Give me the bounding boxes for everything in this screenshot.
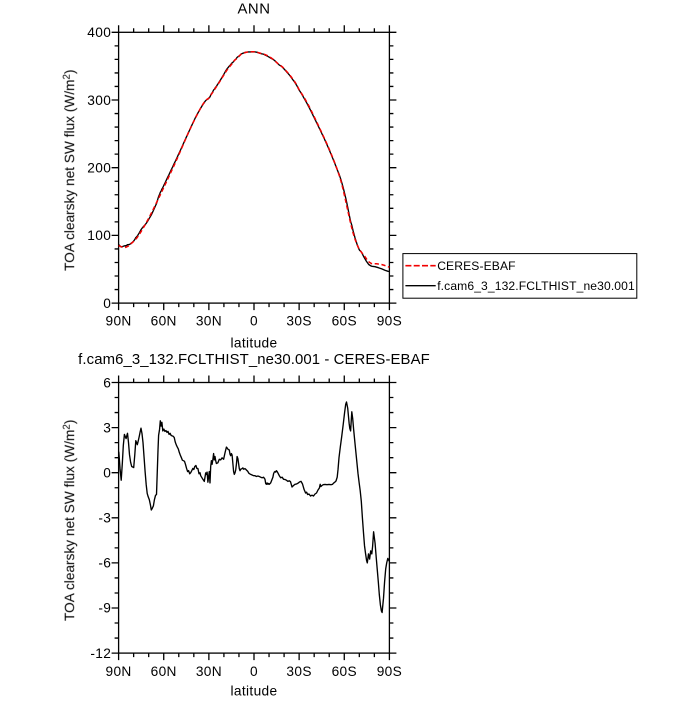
svg-text:0: 0	[103, 465, 111, 480]
svg-text:TOA clearsky net SW flux (W/m2: TOA clearsky net SW flux (W/m2)	[62, 420, 78, 621]
svg-text:TOA clearsky net SW flux (W/m2: TOA clearsky net SW flux (W/m2)	[62, 69, 78, 270]
svg-text:3: 3	[103, 420, 111, 435]
svg-text:f.cam6_3_132.FCLTHIST_ne30.001: f.cam6_3_132.FCLTHIST_ne30.001 - CERES-E…	[78, 352, 430, 368]
svg-text:30S: 30S	[286, 314, 311, 329]
svg-text:CERES-EBAF: CERES-EBAF	[437, 259, 515, 273]
svg-text:60S: 60S	[332, 664, 357, 679]
svg-text:0: 0	[250, 314, 258, 329]
svg-text:-9: -9	[98, 601, 111, 616]
svg-text:f.cam6_3_132.FCLTHIST_ne30.001: f.cam6_3_132.FCLTHIST_ne30.001	[437, 279, 635, 293]
svg-text:30S: 30S	[286, 664, 311, 679]
svg-text:90S: 90S	[377, 664, 402, 679]
svg-text:30N: 30N	[196, 314, 222, 329]
svg-text:90S: 90S	[377, 314, 402, 329]
svg-text:200: 200	[87, 161, 111, 176]
svg-text:90N: 90N	[106, 314, 132, 329]
svg-text:100: 100	[87, 228, 111, 243]
svg-text:0: 0	[103, 296, 111, 311]
svg-text:300: 300	[87, 93, 111, 108]
svg-text:60N: 60N	[151, 314, 177, 329]
svg-text:latitude: latitude	[231, 683, 278, 698]
svg-text:90N: 90N	[106, 664, 132, 679]
svg-text:latitude: latitude	[231, 335, 278, 350]
svg-text:-6: -6	[98, 556, 111, 571]
svg-text:-12: -12	[90, 646, 111, 661]
svg-text:-3: -3	[98, 511, 111, 526]
svg-text:400: 400	[87, 25, 111, 40]
svg-text:60S: 60S	[332, 314, 357, 329]
svg-text:ANN: ANN	[237, 2, 270, 18]
svg-text:60N: 60N	[151, 664, 177, 679]
svg-text:6: 6	[103, 375, 111, 390]
svg-text:30N: 30N	[196, 664, 222, 679]
svg-text:0: 0	[250, 664, 258, 679]
